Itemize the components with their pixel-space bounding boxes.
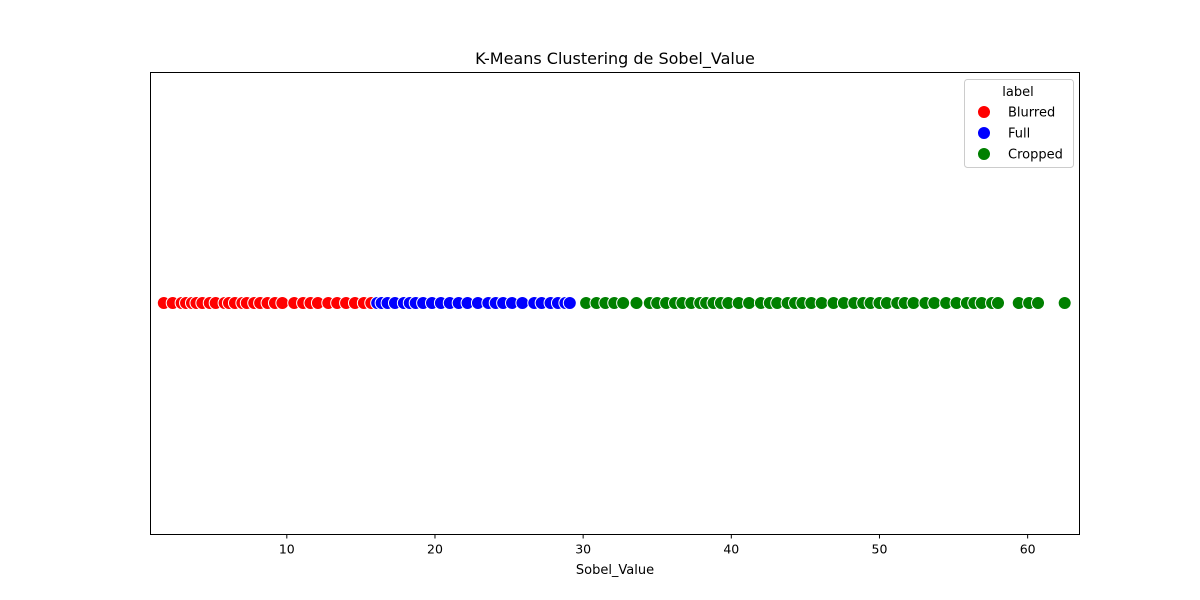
x-tick-label: 20	[427, 542, 443, 557]
x-tick-label: 50	[872, 542, 888, 557]
x-tick-label: 10	[279, 542, 295, 557]
x-axis-label: Sobel_Value	[576, 563, 654, 578]
legend-marker-blurred	[977, 105, 991, 119]
x-tick-label: 40	[723, 542, 739, 557]
data-point-cropped	[1031, 296, 1046, 310]
data-points	[156, 296, 1072, 310]
data-point-cropped	[629, 296, 644, 310]
legend-title: label	[1002, 85, 1033, 100]
legend-label-blurred: Blurred	[1008, 106, 1055, 121]
data-point-cropped	[927, 296, 942, 310]
legend-marker-cropped	[977, 147, 991, 161]
data-point-cropped	[616, 296, 631, 310]
legend-label-cropped: Cropped	[1008, 148, 1063, 163]
data-point-cropped	[991, 296, 1006, 310]
legend: label Blurred Full Cropped	[964, 79, 1074, 168]
x-axis-ticks: 10 20 30 40 50 60	[279, 534, 1036, 557]
chart-title: K-Means Clustering de Sobel_Value	[475, 49, 755, 69]
x-tick-label: 30	[575, 542, 591, 557]
x-tick-label: 60	[1020, 542, 1036, 557]
legend-marker-full	[977, 126, 991, 140]
data-point-cropped	[1057, 296, 1072, 310]
data-point-full	[515, 296, 530, 310]
data-point-cropped	[906, 296, 921, 310]
data-point-cropped	[742, 296, 757, 310]
legend-label-full: Full	[1008, 127, 1030, 142]
data-point-cropped	[814, 296, 829, 310]
data-point-blurred	[275, 296, 290, 310]
data-point-full	[562, 296, 577, 310]
legend-frame	[964, 79, 1074, 168]
legend-items: Blurred Full Cropped	[977, 105, 1063, 163]
